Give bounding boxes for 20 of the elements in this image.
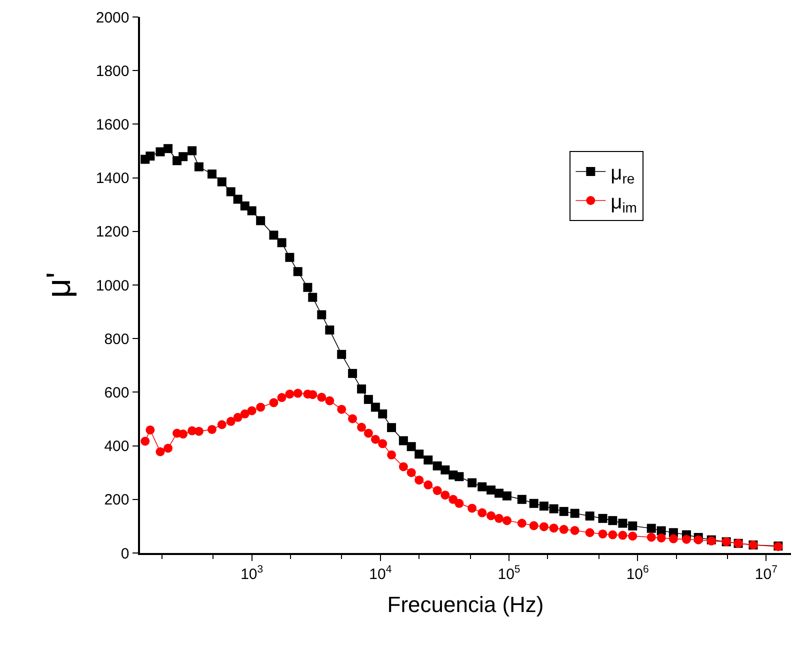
y-tick-label: 1000	[96, 277, 130, 294]
y-tick-label: 1400	[96, 170, 130, 188]
y-tick-label: 2000	[96, 9, 130, 26]
x-tick-label: 10$^{3}$	[240, 563, 264, 583]
x-tick-label: 10$^{7}$	[754, 563, 778, 583]
y-axis-title: μ'	[40, 272, 78, 298]
y-tick-label: 1600	[96, 116, 130, 134]
y-tick-label: 1800	[96, 62, 130, 80]
x-tick-label: 10$^{6}$	[626, 563, 649, 583]
legend-label: μ$_{re}$	[610, 162, 635, 186]
x-tick-label: 10$^{5}$	[498, 563, 520, 583]
legend-label: μ$_{im}$	[610, 191, 637, 216]
y-tick-label: 400	[104, 438, 130, 456]
y-tick-label: 0	[120, 545, 130, 562]
y-tick-label: 800	[104, 330, 130, 348]
x-axis-title: Frecuencia (Hz)	[387, 592, 544, 618]
y-tick-label: 600	[104, 384, 130, 402]
y-tick-label: 200	[104, 492, 130, 509]
x-tick-label: 10$^{4}$	[369, 563, 392, 583]
y-tick-label: 1200	[96, 224, 130, 241]
